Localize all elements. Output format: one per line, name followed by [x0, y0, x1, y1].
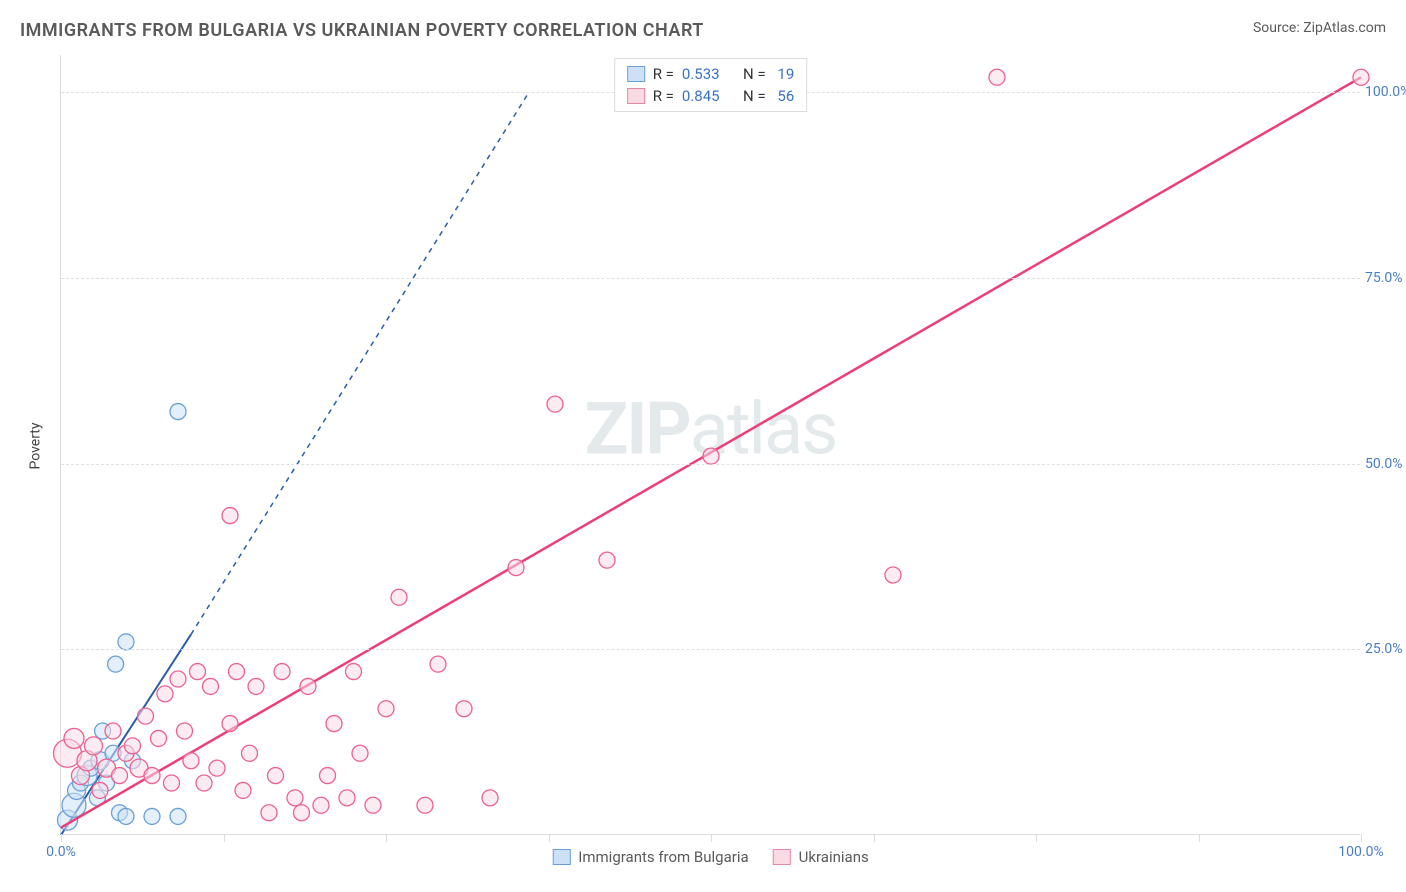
r-label: R =: [653, 87, 674, 105]
legend-label: Immigrants from Bulgaria: [578, 848, 748, 866]
x-tick: [1361, 834, 1362, 842]
y-tick-label: 100.0%: [1365, 84, 1406, 100]
legend-correlation-box: R = 0.533 N = 19 R = 0.845 N = 56: [614, 58, 808, 112]
legend-swatch: [552, 849, 570, 865]
gridline: [61, 278, 1360, 279]
legend-swatch: [773, 849, 791, 865]
x-tick: [1036, 834, 1037, 842]
x-tick: [549, 834, 550, 842]
legend-item: Ukrainians: [773, 848, 869, 866]
x-tick: [874, 834, 875, 842]
n-label: N =: [743, 87, 766, 105]
legend-stat-row: R = 0.845 N = 56: [627, 85, 795, 107]
chart-plot-area: ZIPatlas 25.0%50.0%75.0%100.0% 0.0%100.0…: [60, 55, 1360, 835]
r-label: R =: [653, 65, 674, 83]
x-tick: [386, 834, 387, 842]
legend-label: Ukrainians: [799, 848, 869, 866]
x-tick: [1199, 834, 1200, 842]
legend-item: Immigrants from Bulgaria: [552, 848, 748, 866]
gridline: [61, 464, 1360, 465]
y-tick-label: 50.0%: [1365, 456, 1406, 472]
x-tick-label: 0.0%: [46, 844, 76, 860]
y-axis-label: Poverty: [28, 422, 44, 469]
r-value: 0.845: [682, 87, 720, 105]
y-tick-label: 25.0%: [1365, 641, 1406, 657]
n-label: N =: [743, 65, 766, 83]
x-tick: [61, 834, 62, 842]
legend-series: Immigrants from Bulgaria Ukrainians: [552, 848, 868, 866]
n-value: 56: [774, 87, 795, 105]
legend-swatch: [627, 66, 645, 82]
gridline: [61, 649, 1360, 650]
y-tick-label: 75.0%: [1365, 270, 1406, 286]
n-value: 19: [774, 65, 795, 83]
x-tick-label: 100.0%: [1338, 844, 1383, 860]
legend-stat-row: R = 0.533 N = 19: [627, 63, 795, 85]
source-attribution: Source: ZipAtlas.com: [1253, 20, 1386, 36]
legend-swatch: [627, 88, 645, 104]
x-tick: [711, 834, 712, 842]
x-tick: [224, 834, 225, 842]
chart-title: IMMIGRANTS FROM BULGARIA VS UKRAINIAN PO…: [20, 20, 704, 41]
scatter-plot-svg: [61, 55, 1360, 834]
r-value: 0.533: [682, 65, 720, 83]
